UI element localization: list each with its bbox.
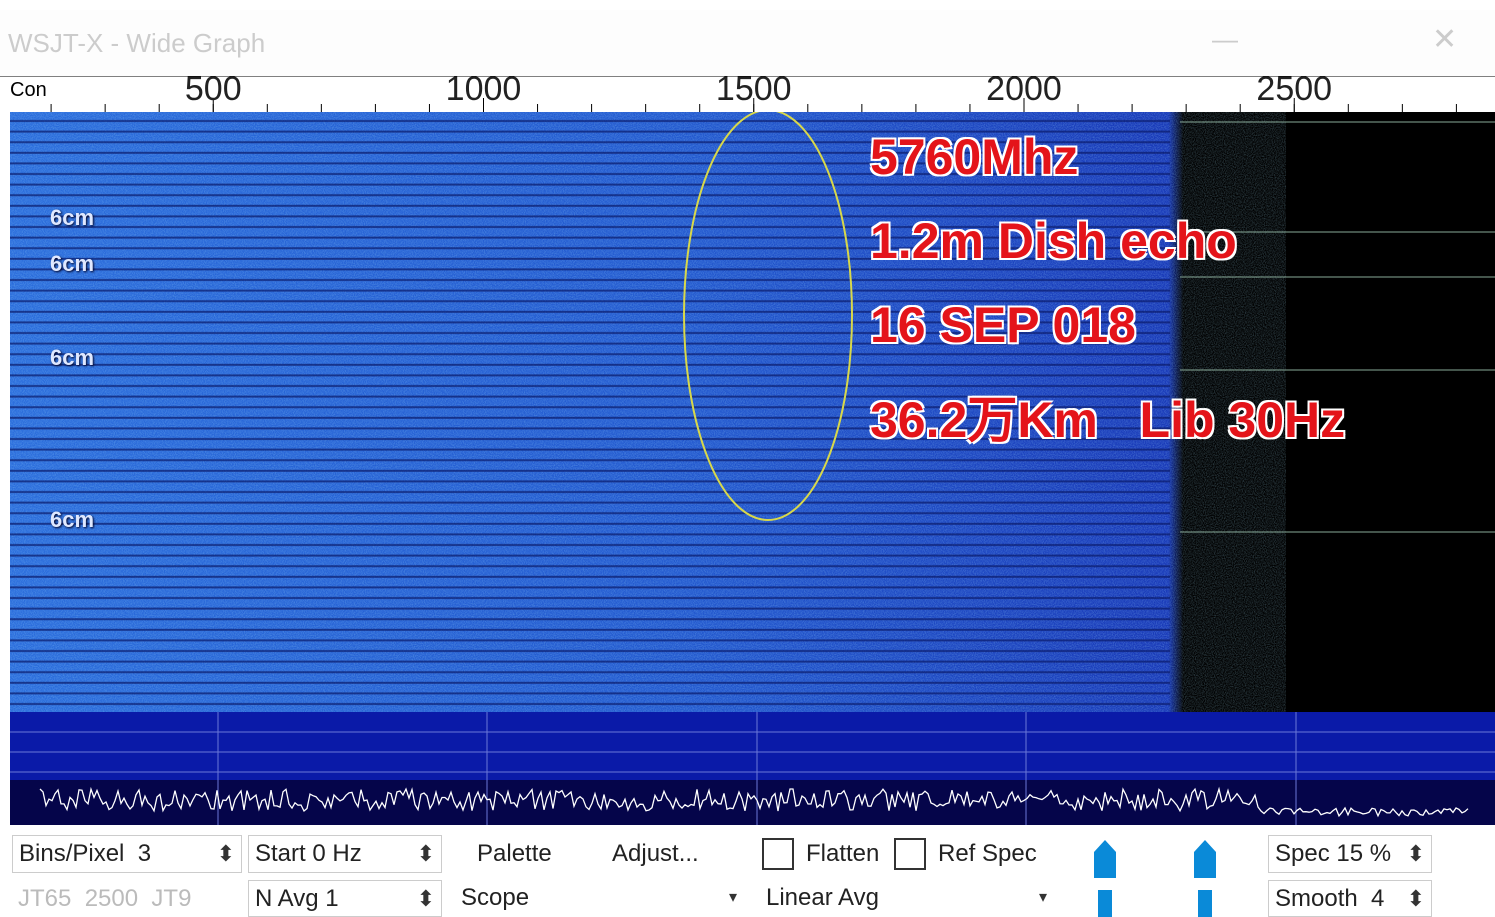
row-label: 6cm (50, 507, 94, 533)
tick-label: 1000 (446, 76, 522, 108)
row-label: 6cm (50, 251, 94, 277)
sliders[interactable] (1090, 838, 1230, 917)
title-bar: WSJT-X - Wide Graph — ✕ (0, 10, 1495, 76)
palette: Palette (477, 840, 552, 868)
overlay-text: 5760Mhz (870, 128, 1078, 186)
window-title: WSJT-X - Wide Graph (8, 28, 265, 59)
row-label: 6cm (50, 345, 94, 371)
smooth[interactable]: Smooth 4 (1268, 880, 1432, 917)
ref-spec-label: Ref Spec (938, 840, 1037, 868)
spec-percent[interactable]: Spec 15 % (1268, 835, 1432, 873)
close[interactable]: ✕ (1432, 22, 1457, 57)
page: WSJT-X - Wide Graph — ✕ Con 500 1000 1500 2… (0, 0, 1495, 917)
flatten-label: Flatten (806, 840, 879, 868)
scale-left-label: Con (10, 79, 47, 101)
n-avg[interactable]: N Avg 1 (248, 880, 442, 917)
flatten-checkbox[interactable] (762, 838, 794, 870)
ref-spec-checkbox[interactable] (894, 838, 926, 870)
tick-label: 1500 (716, 76, 792, 108)
mode-label: JT65 2500 JT9 (18, 885, 191, 913)
waterfall (10, 112, 1495, 825)
palette-combo[interactable]: Scope (455, 880, 745, 917)
minimize[interactable]: — (1212, 24, 1238, 55)
tick-label: 2500 (1256, 76, 1332, 108)
overlay-text: 36.2万Km Lib 30Hz (870, 380, 1345, 452)
overlay-text: 1.2m Dish echo (870, 212, 1237, 270)
start-freq[interactable]: Start 0 Hz (248, 835, 442, 873)
tick-label: 500 (185, 76, 242, 108)
overlay-text: 16 SEP 018 (870, 296, 1136, 354)
bins-per-pixel[interactable]: Bins/Pixel 3 (12, 835, 242, 873)
tick-label: 2000 (986, 76, 1062, 108)
adjust-button[interactable]: Adjust... (612, 840, 699, 868)
row-label: 6cm (50, 205, 94, 231)
avg-combo[interactable]: Linear Avg (760, 880, 1055, 917)
frequency-scale: Con 500 1000 1500 2000 2500 (0, 76, 1495, 112)
